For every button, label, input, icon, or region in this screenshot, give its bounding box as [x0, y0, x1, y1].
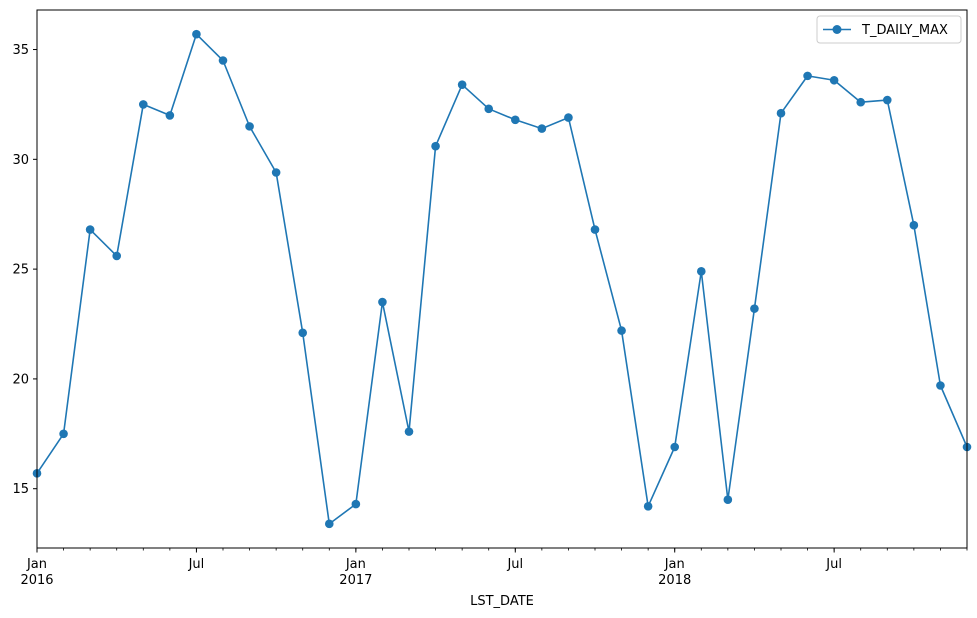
data-point [617, 326, 626, 335]
data-point [590, 225, 600, 234]
data-point [484, 104, 494, 114]
data-point [378, 297, 387, 307]
data-point [510, 115, 520, 125]
data-point [165, 111, 175, 120]
data-point [670, 442, 680, 452]
data-point [351, 499, 361, 509]
data-point [643, 501, 653, 511]
x-tick-label: Jul [188, 557, 205, 572]
data-point [750, 304, 759, 313]
x-tick-label: Jan [26, 557, 47, 572]
data-point [112, 251, 122, 261]
legend: T_DAILY_MAX [816, 15, 962, 44]
data-point [245, 122, 254, 131]
y-tick-label: 35 [12, 43, 29, 58]
x-tick-label: Jul [506, 557, 523, 572]
data-point [803, 71, 812, 81]
data-point [564, 113, 573, 122]
plot-area [32, 29, 972, 529]
data-point [936, 381, 945, 390]
data-point [882, 95, 892, 105]
series-line [36, 33, 968, 525]
data-point [776, 108, 786, 118]
x-tick-year-label: 2016 [20, 573, 53, 588]
data-point [192, 29, 201, 39]
y-tick-label: 15 [12, 482, 29, 497]
x-axis-label: LST_DATE [470, 594, 534, 609]
y-tick-label: 20 [12, 372, 29, 387]
data-point [431, 141, 440, 151]
y-tick-label: 30 [12, 153, 29, 168]
data-point [59, 429, 68, 439]
legend-box [816, 15, 962, 44]
data-point [457, 80, 467, 89]
data-point [324, 519, 334, 529]
data-point [696, 267, 706, 276]
y-tick-label: 25 [12, 263, 29, 278]
x-tick-label: Jan [664, 557, 685, 572]
data-point [218, 56, 228, 65]
legend-entry-label: T_DAILY_MAX [861, 23, 948, 38]
data-point [271, 168, 281, 177]
data-point [404, 427, 414, 436]
data-point [723, 495, 733, 504]
data-point [909, 220, 919, 230]
data-point [856, 97, 866, 107]
x-tick-year-label: 2017 [339, 573, 372, 588]
data-point [537, 124, 547, 133]
x-tick-label: Jul [825, 557, 842, 572]
data-point [138, 100, 148, 109]
x-tick-label: Jan [345, 557, 366, 572]
legend-series-marker [832, 25, 842, 34]
plot-frame [36, 9, 968, 549]
x-tick-year-label: 2018 [658, 573, 691, 588]
data-point [829, 75, 839, 85]
data-point [85, 225, 95, 234]
data-point [298, 328, 308, 338]
y-axis: 15 20 25 30 35 [12, 43, 37, 497]
